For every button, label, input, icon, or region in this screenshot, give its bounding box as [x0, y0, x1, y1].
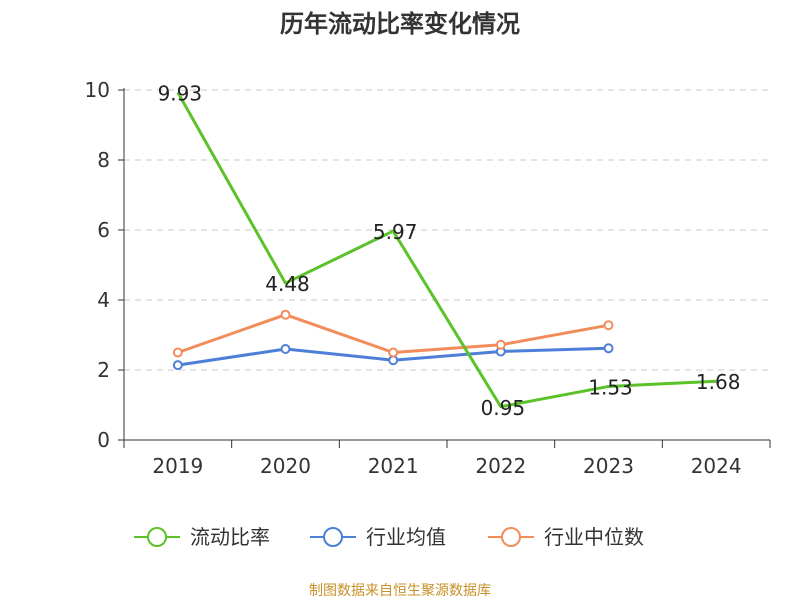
x-tick-label: 2024: [691, 454, 742, 478]
x-tick-label: 2021: [368, 454, 419, 478]
y-tick-label: 6: [97, 218, 110, 242]
series-line: [176, 91, 717, 409]
series-layer: 9.93 4.48 5.97 0.95 1.53 1.68: [158, 81, 741, 419]
data-point: [495, 339, 506, 350]
axes: [123, 88, 770, 441]
y-tick-label: 0: [97, 428, 110, 452]
legend-marker-icon: [147, 527, 167, 547]
legend-marker-icon: [323, 527, 343, 547]
data-point: [172, 360, 183, 371]
legend-item: 流动比率: [134, 525, 270, 549]
data-label: 0.95: [481, 396, 526, 420]
series-1: [172, 343, 614, 371]
data-point: [603, 343, 614, 354]
data-label: 1.68: [696, 370, 741, 394]
data-point: [388, 347, 399, 358]
y-tick-label: 4: [97, 288, 110, 312]
x-tick-label: 2023: [583, 454, 634, 478]
data-point: [603, 320, 614, 331]
source-note: 制图数据来自恒生聚源数据库: [309, 583, 491, 599]
x-tick-label: 2019: [152, 454, 203, 478]
data-label: 5.97: [373, 220, 418, 244]
data-label: 9.93: [158, 81, 203, 105]
x-tick-label: 2020: [260, 454, 311, 478]
x-axis-ticks: 2019 2020 2021 2022 2023 2024: [123, 440, 771, 478]
legend-label: 行业中位数: [544, 525, 644, 549]
grid-lines: [124, 89, 770, 371]
legend: 流动比率 行业均值 行业中位数: [134, 525, 644, 549]
legend-item: 行业中位数: [488, 525, 644, 549]
y-tick-label: 8: [97, 148, 110, 172]
data-label: 1.53: [588, 375, 633, 399]
y-axis-ticks: 0 2 4 6 8 10: [85, 78, 124, 452]
legend-label: 行业均值: [366, 525, 446, 549]
chart-title: 历年流动比率变化情况: [280, 10, 520, 38]
data-point: [280, 344, 291, 354]
y-tick-label: 2: [97, 358, 110, 382]
data-label: 4.48: [265, 272, 310, 296]
series-0: 9.93 4.48 5.97 0.95 1.53 1.68: [158, 81, 741, 419]
series-2: [172, 309, 614, 358]
legend-label: 流动比率: [190, 525, 270, 549]
data-point: [280, 309, 291, 320]
y-tick-label: 10: [85, 78, 110, 102]
data-point: [172, 347, 183, 358]
legend-item: 行业均值: [310, 525, 446, 549]
x-tick-label: 2022: [475, 454, 526, 478]
series-line: [177, 313, 609, 354]
legend-marker-icon: [501, 527, 521, 547]
